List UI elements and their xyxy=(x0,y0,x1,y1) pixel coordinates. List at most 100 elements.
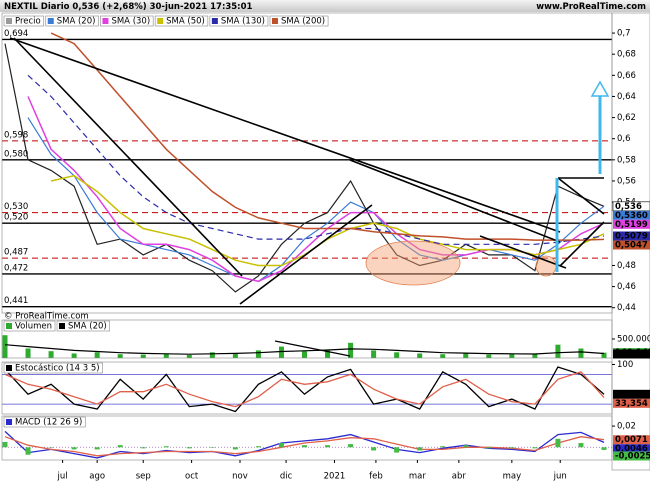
bar xyxy=(509,447,515,449)
trend-line xyxy=(274,340,351,357)
last-value-label: -0,0025 xyxy=(615,452,650,462)
x-tick-label: dic xyxy=(280,472,293,482)
last-value-label: 0,5360 xyxy=(615,211,648,221)
last-value-label: 0,5199 xyxy=(615,220,648,230)
y-tick-label: 0,48 xyxy=(617,261,636,271)
bar xyxy=(163,446,169,448)
bar xyxy=(578,348,584,358)
bar xyxy=(25,447,31,455)
bar xyxy=(394,352,400,358)
series-line xyxy=(4,43,605,293)
legend-swatch xyxy=(271,18,278,24)
y-tick-label: 0,64 xyxy=(617,92,636,102)
last-value-box xyxy=(613,435,650,445)
y-tick-label: 0,7 xyxy=(617,29,631,39)
level-label: 0,441 xyxy=(4,296,28,306)
legend-label: Estocástico (14 3 5) xyxy=(15,364,100,374)
bar xyxy=(94,352,100,358)
y-tick-label: 0,56 xyxy=(617,176,636,186)
series-line xyxy=(50,32,605,241)
x-tick-label: 2021 xyxy=(324,472,346,482)
y-tick-label: 0,02 xyxy=(617,422,636,432)
x-tick-label: jun xyxy=(553,472,567,482)
bar xyxy=(232,353,238,358)
bar xyxy=(578,443,584,448)
series-line xyxy=(4,344,605,355)
bar xyxy=(94,447,100,450)
bar xyxy=(463,353,469,358)
legend-swatch xyxy=(157,18,164,24)
bar xyxy=(186,447,192,449)
x-tick-label: abr xyxy=(452,472,467,482)
legend-swatch xyxy=(6,365,12,371)
last-value-label: 0,536 xyxy=(615,202,642,212)
bar xyxy=(486,354,492,358)
last-value-label: 0,0071 xyxy=(615,435,648,445)
legend-label: SMA (200) xyxy=(281,17,325,27)
bar xyxy=(486,447,492,449)
bar xyxy=(140,447,146,449)
bar xyxy=(348,444,354,448)
last-value-box xyxy=(613,398,650,408)
last-value-box xyxy=(613,349,650,359)
x-tick-label: jul xyxy=(57,472,68,482)
last-value-label: 0,5079 xyxy=(615,231,648,241)
legend-label: Precio xyxy=(15,17,41,27)
series-line xyxy=(4,366,605,413)
annotations xyxy=(9,37,610,357)
y-tick-label: 0,44 xyxy=(617,303,636,313)
panel-frame xyxy=(1,415,613,461)
legend-label: Volumen xyxy=(15,322,52,332)
target-arrowhead xyxy=(590,80,610,97)
level-label: 0,598 xyxy=(4,130,28,140)
bar xyxy=(325,445,331,448)
trend-line xyxy=(559,221,605,267)
level-label: 0,580 xyxy=(4,149,28,159)
x-tick-label: nov xyxy=(232,472,248,482)
x-tick-label: may xyxy=(503,472,522,482)
bar xyxy=(278,443,284,448)
bar xyxy=(186,354,192,358)
bar xyxy=(48,351,54,358)
bar xyxy=(509,353,515,358)
last-value-box xyxy=(613,451,650,461)
series-line xyxy=(4,430,605,459)
bar xyxy=(117,445,123,448)
level-label: 0,530 xyxy=(4,202,28,212)
bar xyxy=(394,447,400,453)
legend-label: SMA (50) xyxy=(166,17,205,27)
series-line xyxy=(27,117,605,282)
y-tick-label: 0,58 xyxy=(617,155,636,165)
series-line xyxy=(27,74,605,245)
last-value-label: 0,5047 xyxy=(615,240,648,250)
y-tick-label: 100 xyxy=(617,360,633,370)
x-tick-label: feb xyxy=(369,472,383,482)
legend-label: SMA (20) xyxy=(57,17,96,27)
bar xyxy=(48,447,54,448)
last-value-box xyxy=(613,210,650,220)
trend-line xyxy=(349,159,561,243)
y-tick-label: 0,66 xyxy=(617,71,636,81)
y-tick-label: 0,68 xyxy=(617,50,636,60)
bar xyxy=(117,354,123,358)
legend-swatch xyxy=(47,18,54,24)
x-tick-label: mar xyxy=(409,472,426,482)
legend-box xyxy=(154,15,209,27)
bar xyxy=(2,335,8,358)
panel-frame xyxy=(1,12,613,314)
bar xyxy=(371,350,377,358)
series-line xyxy=(4,371,605,408)
level-label: 0,520 xyxy=(4,213,28,223)
bar xyxy=(440,354,446,358)
trend-line xyxy=(13,37,243,277)
legend-box xyxy=(3,416,86,428)
bar xyxy=(140,354,146,358)
series-line xyxy=(4,436,605,457)
legend-box xyxy=(3,362,103,374)
level-label: 0,694 xyxy=(4,29,28,39)
panel xyxy=(2,32,612,308)
highlight-ellipse xyxy=(365,240,461,286)
bar xyxy=(278,346,284,358)
panel xyxy=(2,335,607,358)
